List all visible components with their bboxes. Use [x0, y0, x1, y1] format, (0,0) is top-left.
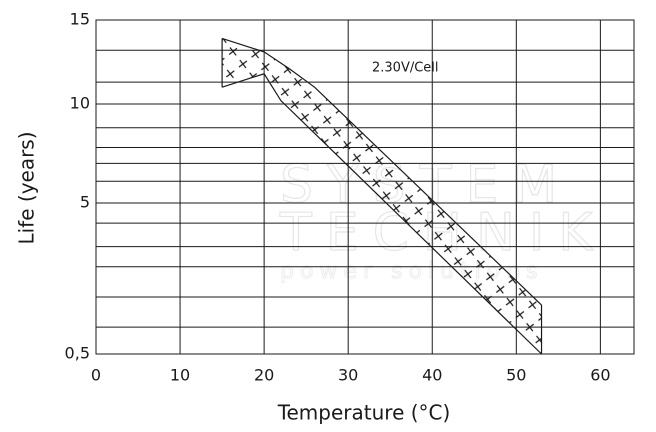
- annotation: 2.30V/Cell: [372, 61, 439, 76]
- x-tick-label: 10: [170, 366, 190, 385]
- x-tick-label: 60: [590, 366, 610, 385]
- y-axis-title: Life (years): [15, 131, 39, 244]
- y-tick-label: 10: [70, 94, 90, 113]
- y-tick-label: 15: [70, 10, 90, 29]
- plot-frame: [95, 19, 635, 355]
- x-tick-label: 30: [338, 366, 358, 385]
- x-tick-label: 0: [91, 366, 101, 385]
- x-tick-label: 50: [506, 366, 526, 385]
- x-tick-label: 20: [254, 366, 274, 385]
- x-axis-title: Temperature (°C): [277, 401, 451, 425]
- y-tick-label: 0,5: [65, 344, 90, 363]
- band-fill: [222, 38, 542, 354]
- y-tick-label: 5: [80, 193, 90, 212]
- band-edge: [221, 73, 542, 355]
- band-edge: [221, 37, 542, 306]
- x-tick-label: 40: [422, 366, 442, 385]
